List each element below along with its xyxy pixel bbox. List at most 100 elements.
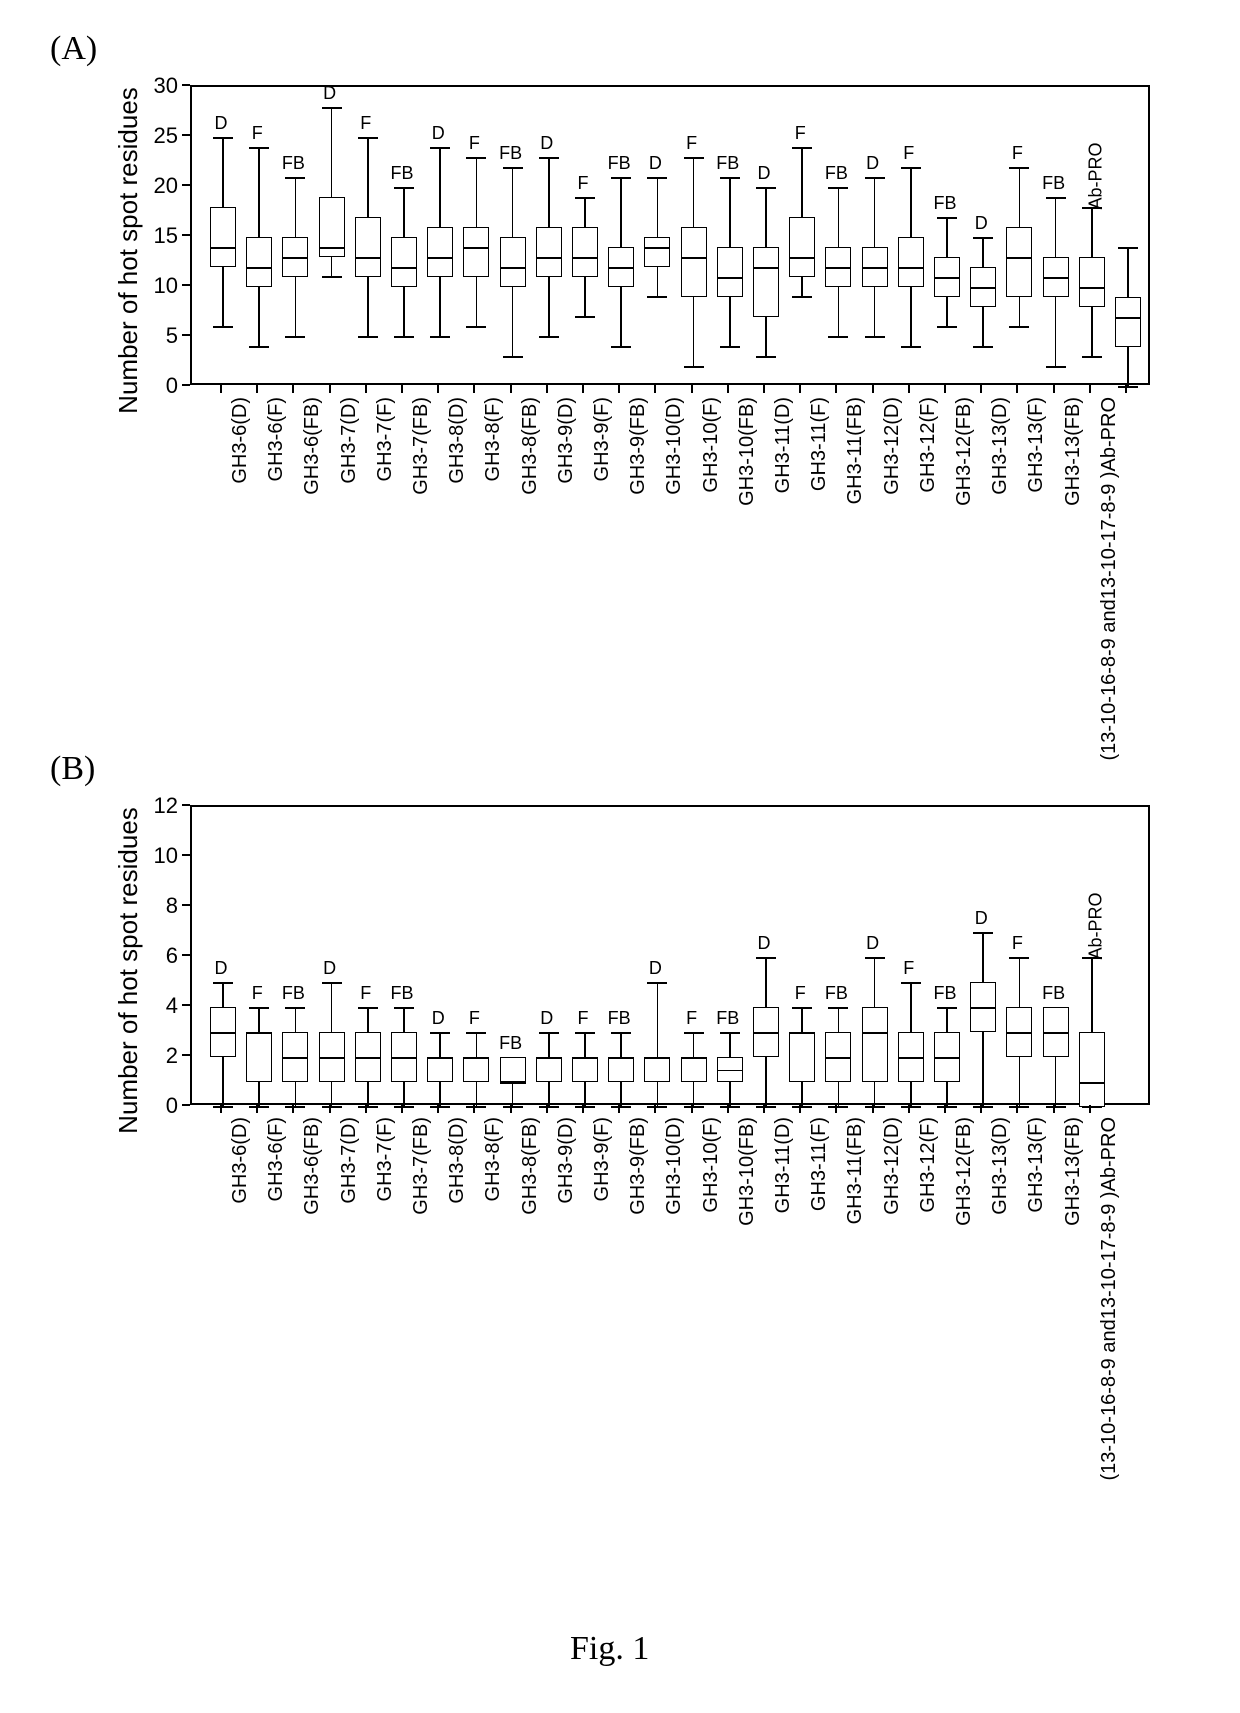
series-top-label: FB (825, 163, 848, 184)
series-top-label: F (360, 983, 371, 1004)
median-line (898, 1057, 924, 1059)
x-category-label: GH3-9(FB) (627, 1117, 650, 1215)
x-category-label: GH3-12(F) (917, 1117, 940, 1213)
x-tick (1125, 385, 1127, 393)
x-category-label: GH3-6(F) (265, 1117, 288, 1201)
x-tick (799, 1105, 801, 1113)
x-tick (1016, 1105, 1018, 1113)
whisker-cap (756, 187, 776, 189)
box (789, 217, 815, 277)
median-line (825, 1057, 851, 1059)
box (536, 227, 562, 277)
whisker-cap (358, 336, 378, 338)
x-tick (582, 385, 584, 393)
y-tick (182, 1104, 190, 1106)
median-line (355, 257, 381, 259)
x-tick (546, 1105, 548, 1113)
x-category-label: GH3-8(F) (482, 397, 505, 481)
series-top-label: FB (716, 1008, 739, 1029)
median-line (572, 257, 598, 259)
y-tick (182, 84, 190, 86)
box (681, 227, 707, 297)
y-tick-label: 8 (140, 893, 178, 919)
series-top-label: D (323, 958, 336, 979)
x-tick (329, 1105, 331, 1113)
whisker-cap (466, 326, 486, 328)
x-tick (256, 1105, 258, 1113)
median-line (246, 267, 272, 269)
whisker-cap (684, 1032, 704, 1034)
series-top-label: F (1012, 933, 1023, 954)
median-line (862, 1032, 888, 1034)
median-line (825, 267, 851, 269)
x-tick (1053, 385, 1055, 393)
x-category-label: GH3-7(FB) (410, 1117, 433, 1215)
whisker-cap (358, 137, 378, 139)
box (427, 1057, 453, 1082)
whisker-cap (865, 957, 885, 959)
whisker-cap (249, 346, 269, 348)
x-category-label: GH3-12(FB) (953, 397, 976, 506)
x-category-label: GH3-11(F) (808, 1117, 831, 1211)
series-top-label: FB (608, 1008, 631, 1029)
series-top-label: FB (825, 983, 848, 1004)
whisker-cap (901, 167, 921, 169)
series-top-label: D (649, 958, 662, 979)
x-tick (799, 385, 801, 393)
x-tick (944, 1105, 946, 1113)
box (355, 217, 381, 277)
median-line (1079, 1082, 1105, 1084)
median-line (319, 247, 345, 249)
x-category-label: GH3-7(FB) (410, 397, 433, 495)
series-top-label: FB (499, 1033, 522, 1054)
y-tick (182, 804, 190, 806)
x-category-label: GH3-9(FB) (627, 397, 650, 495)
median-line (210, 247, 236, 249)
y-tick-label: 25 (140, 123, 178, 149)
box (644, 237, 670, 267)
whisker-cap (973, 932, 993, 934)
whisker-cap (647, 296, 667, 298)
median-line (681, 1057, 707, 1059)
x-category-label: GH3-6(D) (229, 1117, 252, 1204)
median-line (862, 267, 888, 269)
box (246, 1032, 272, 1082)
x-category-label: GH3-11(F) (808, 397, 831, 491)
whisker-cap (466, 157, 486, 159)
whisker-cap (322, 276, 342, 278)
series-top-label: F (469, 1008, 480, 1029)
series-top-label: F (1012, 143, 1023, 164)
whisker-cap (611, 177, 631, 179)
x-category-label: GH3-6(FB) (301, 1117, 324, 1215)
whisker-cap (1009, 326, 1029, 328)
x-tick (944, 385, 946, 393)
x-tick (727, 1105, 729, 1113)
x-category-label: GH3-7(D) (338, 1117, 361, 1204)
whisker-cap (828, 336, 848, 338)
y-tick (182, 1004, 190, 1006)
x-category-label: GH3-11(FB) (844, 1117, 867, 1224)
x-tick (401, 1105, 403, 1113)
whisker-cap (430, 336, 450, 338)
series-top-label: D (975, 908, 988, 929)
y-tick-label: 30 (140, 73, 178, 99)
x-tick (835, 385, 837, 393)
x-category-label: GH3-8(FB) (519, 1117, 542, 1215)
whisker-cap (1082, 356, 1102, 358)
whisker-cap (756, 957, 776, 959)
whisker-cap (865, 177, 885, 179)
series-top-label: FB (933, 983, 956, 1004)
median-line (319, 1057, 345, 1059)
y-tick-label: 0 (140, 1093, 178, 1119)
box (1115, 297, 1141, 347)
whisker (657, 982, 659, 1107)
whisker-cap (539, 157, 559, 159)
whisker-cap (937, 1007, 957, 1009)
whisker-cap (539, 336, 559, 338)
y-tick-label: 5 (140, 323, 178, 349)
panel-a-label: (A) (50, 30, 97, 68)
median-line (898, 267, 924, 269)
whisker-cap (937, 1106, 957, 1108)
whisker-cap (358, 1007, 378, 1009)
series-top-label: D (540, 133, 553, 154)
